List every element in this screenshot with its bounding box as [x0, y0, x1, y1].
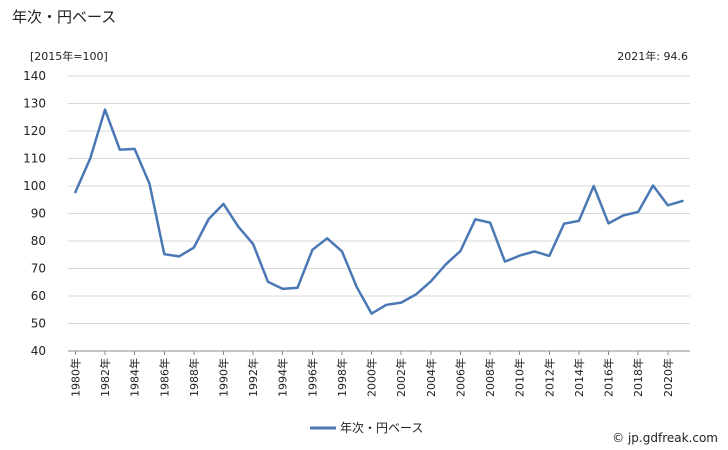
credit-text: © jp.gdfreak.com [612, 431, 718, 445]
x-tick-label: 2002年 [394, 358, 408, 397]
x-axis-ticks: 1980年 1982年 1984年 1986年 1988年 1990年 1992年 1994年… [68, 351, 675, 397]
y-tick-label: 90 [31, 207, 46, 221]
x-tick-label: 1998年 [335, 358, 349, 397]
unit-label: [2015年=100] [30, 49, 108, 63]
x-tick-label: 1988年 [187, 358, 201, 397]
x-tick-label: 1986年 [157, 358, 171, 397]
y-tick-label: 100 [23, 179, 46, 193]
legend: 年次・円ベース [310, 421, 423, 435]
y-tick-label: 110 [23, 152, 46, 166]
x-tick-label: 1984年 [128, 358, 142, 397]
legend-label: 年次・円ベース [340, 421, 423, 435]
x-tick-label: 1990年 [217, 358, 231, 397]
y-tick-label: 130 [23, 97, 46, 111]
x-tick-label: 2014年 [572, 358, 586, 397]
x-tick-label: 2018年 [631, 358, 645, 397]
x-tick-label: 1996年 [305, 358, 319, 397]
x-tick-label: 1982年 [98, 358, 112, 397]
y-tick-label: 70 [31, 262, 46, 276]
series-line [74, 108, 684, 315]
y-tick-label: 60 [31, 289, 46, 303]
x-tick-label: 1994年 [276, 358, 290, 397]
grid-lines [68, 75, 690, 324]
chart-title: 年次・円ベース [12, 8, 116, 26]
y-tick-label: 50 [31, 317, 46, 331]
y-tick-label: 80 [31, 234, 46, 248]
x-tick-label: 1992年 [246, 358, 260, 397]
x-tick-label: 2012年 [542, 358, 556, 397]
x-tick-label: 2006年 [453, 358, 467, 397]
x-tick-label: 2008年 [483, 358, 497, 397]
y-tick-label: 140 [23, 69, 46, 83]
x-tick-label: 2000年 [365, 358, 379, 397]
y-tick-label: 120 [23, 124, 46, 138]
y-tick-label: 40 [31, 344, 46, 358]
y-axis-ticks: 40 50 60 70 80 90 100 110 120 130 140 [23, 69, 46, 358]
x-tick-label: 2016年 [602, 358, 616, 397]
x-tick-label: 2020年 [661, 358, 675, 397]
x-tick-label: 1980年 [68, 358, 82, 397]
latest-value-annotation: 2021年: 94.6 [617, 49, 688, 63]
x-tick-label: 2004年 [424, 358, 438, 397]
x-tick-label: 2010年 [513, 358, 527, 397]
